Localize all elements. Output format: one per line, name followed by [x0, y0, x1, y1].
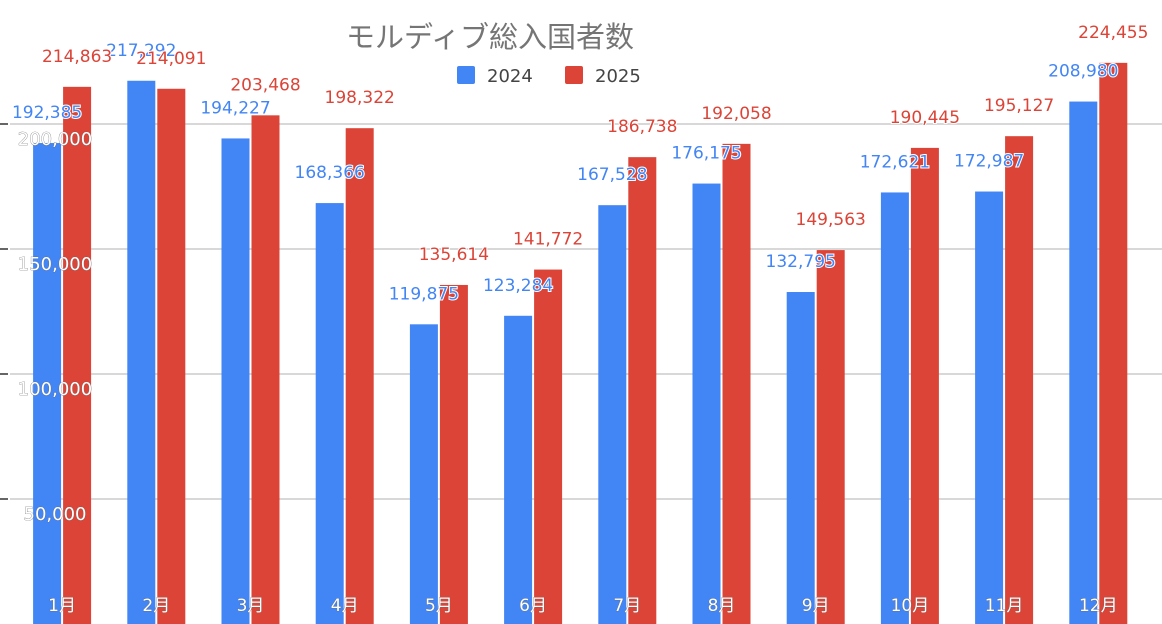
x-tick-label-9: 9月: [802, 596, 830, 616]
chart-title: モルディブ総入国者数: [346, 20, 634, 54]
x-tick-label-11: 11月: [985, 596, 1024, 616]
bar-2024-11: [975, 191, 1004, 624]
legend-label-2024: 2024: [487, 66, 533, 87]
y-axis-tick-labels: 50,000 100,000 150,000 200,000: [17, 129, 92, 526]
y-tick-label-200000: 200,000: [18, 129, 92, 150]
bar-2025-3: [251, 115, 280, 624]
bar-2024-9: [786, 292, 815, 624]
y-tick-label-50000: 50,000: [24, 504, 87, 525]
data-label-2025-11: 195,127: [984, 96, 1054, 116]
bar-2024-7: [598, 205, 627, 624]
data-label-2024-1: 192,385: [12, 103, 82, 123]
data-label-2025-12: 224,455: [1078, 23, 1148, 43]
data-label-2025-9: 149,563: [796, 210, 866, 230]
bar-2025-4: [345, 128, 374, 624]
data-label-2025-1: 214,863: [42, 47, 112, 67]
bar-2025-1: [63, 86, 92, 624]
data-label-2024-12: 208,980: [1048, 62, 1118, 82]
x-tick-label-1: 1月: [48, 596, 76, 616]
bars: [33, 62, 1128, 624]
data-label-2024-3: 194,227: [200, 98, 270, 118]
y-tick-label-100000: 100,000: [18, 379, 92, 400]
x-tick-label-2: 2月: [142, 596, 170, 616]
data-label-2025-4: 198,322: [325, 88, 395, 108]
bar-2025-8: [722, 143, 751, 624]
bar-2024-1: [33, 143, 62, 624]
bar-2025-12: [1099, 62, 1128, 624]
data-label-2025-8: 192,058: [701, 104, 771, 124]
bar-2024-4: [315, 203, 344, 624]
data-label-2024-4: 168,366: [295, 163, 365, 183]
data-label-2024-11: 172,987: [954, 152, 1024, 172]
bar-2025-11: [1005, 136, 1034, 624]
data-label-2024-10: 172,621: [860, 152, 930, 172]
bar-2025-6: [534, 269, 563, 624]
x-tick-label-7: 7月: [613, 596, 641, 616]
data-labels: 192,385 217,292 194,227 168,366 119,875 123,2…: [11, 22, 1150, 305]
x-tick-label-10: 10月: [891, 596, 930, 616]
bar-2024-12: [1069, 101, 1098, 624]
data-label-2025-2: 214,091: [136, 49, 206, 69]
x-tick-label-8: 8月: [708, 596, 736, 616]
data-label-2025-7: 186,738: [607, 117, 677, 137]
x-tick-label-6: 6月: [519, 596, 547, 616]
gridlines: [0, 123, 1162, 500]
bar-2024-3: [221, 138, 250, 624]
legend: 2024 2025: [457, 66, 641, 87]
data-label-2024-8: 176,175: [671, 144, 741, 164]
x-tick-label-5: 5月: [425, 596, 453, 616]
x-tick-label-4: 4月: [331, 596, 359, 616]
data-label-2025-10: 190,445: [890, 108, 960, 128]
x-tick-label-3: 3月: [237, 596, 265, 616]
data-label-2024-7: 167,528: [577, 165, 647, 185]
data-label-2025-6: 141,772: [513, 230, 583, 250]
legend-label-2025: 2025: [595, 66, 641, 87]
bar-2024-5: [409, 324, 438, 624]
data-label-2024-9: 132,795: [766, 252, 836, 272]
data-label-2024-6: 123,284: [483, 276, 553, 296]
x-axis-tick-labels: 1月 2月 3月 4月 5月 6月 7月 8月 9月 10月 11月 12月: [48, 596, 1118, 617]
bar-2024-2: [127, 80, 156, 624]
data-label-2025-5: 135,614: [419, 245, 489, 265]
bar-2025-10: [910, 147, 939, 624]
bar-2024-10: [880, 192, 909, 624]
bar-2025-7: [628, 157, 657, 624]
data-label-2025-3: 203,468: [230, 75, 300, 95]
legend-swatch-2024: [457, 66, 475, 84]
legend-swatch-2025: [565, 66, 583, 84]
y-tick-label-150000: 150,000: [18, 254, 92, 275]
x-tick-label-12: 12月: [1079, 596, 1118, 616]
bar-2025-5: [439, 284, 468, 624]
data-label-2024-2: 217,292: [106, 41, 176, 61]
data-label-2024-5: 119,875: [389, 284, 459, 304]
bar-2025-9: [816, 250, 845, 624]
bar-2024-6: [504, 315, 533, 624]
bar-2025-2: [157, 88, 186, 624]
bar-2024-8: [692, 183, 721, 624]
